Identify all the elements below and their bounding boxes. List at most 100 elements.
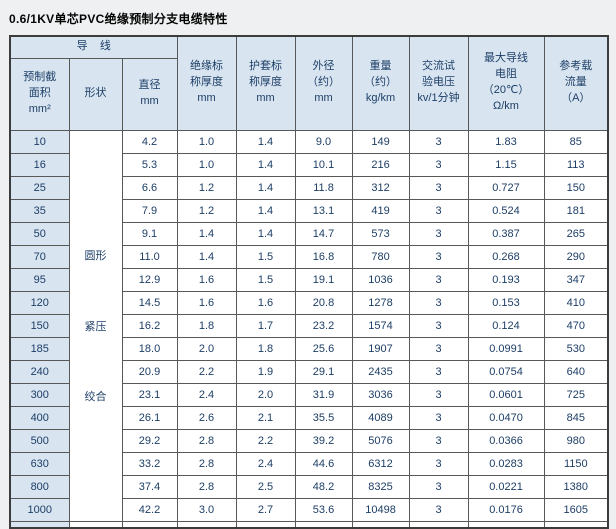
table-row: 185 18.0 2.0 1.8 25.6 1907 3 0.0991 530 (9, 336, 609, 361)
table-footer (9, 520, 609, 529)
table-row: 70 11.0 1.4 1.5 16.8 780 3 0.268 290 (9, 244, 609, 269)
value-cell: 18.0 (121, 336, 178, 361)
value-cell: 44.6 (294, 451, 353, 476)
col-header-diameter: 直径 mm (121, 57, 178, 131)
value-cell: 3 (408, 474, 469, 499)
header-line: 绝缘标 (190, 60, 224, 73)
header-line: （约） (364, 76, 398, 89)
value-cell: 470 (543, 313, 609, 338)
table-row: 800 37.4 2.8 2.5 48.2 8325 3 0.0221 1380 (9, 474, 609, 499)
value-cell: 35.5 (294, 405, 353, 430)
table-row: 150 16.2 1.8 1.7 23.2 1574 3 0.124 470 (9, 313, 609, 338)
value-cell: 23.1 (121, 382, 178, 407)
col-header-area: 预制截 面积 mm² (9, 57, 70, 131)
header-line: （A） (561, 92, 591, 105)
value-cell: 3 (408, 428, 469, 453)
value-cell: 0.268 (467, 244, 545, 269)
value-cell: 3 (408, 405, 469, 430)
table-body: 10 圆形 紧压 绞合 4.2 1.0 1.4 9.0 149 3 1.83 85 16 5.3 1.0 1.… (9, 129, 609, 522)
value-cell: 7.9 (121, 198, 178, 223)
col-header-ampacity: 参考载 流量 （A） (543, 35, 609, 131)
table-row: 400 26.1 2.6 2.1 35.5 4089 3 0.0470 845 (9, 405, 609, 430)
table-row: 1000 42.2 3.0 2.7 53.6 10498 3 0.0176 1605 (9, 497, 609, 522)
value-cell: 725 (543, 382, 609, 407)
footer-cell (9, 520, 70, 529)
value-cell: 25.6 (294, 336, 353, 361)
value-cell: 1380 (543, 474, 609, 499)
value-cell: 1.4 (235, 152, 296, 177)
footer-cell (543, 520, 609, 529)
value-cell: 410 (543, 290, 609, 315)
value-cell: 26.1 (121, 405, 178, 430)
value-cell: 0.0366 (467, 428, 545, 453)
table-header: 导 线 绝缘标 称厚度 mm 护套标 称厚度 mm 外径 （约） mm (9, 35, 609, 131)
value-cell: 3036 (351, 382, 410, 407)
value-cell: 14.5 (121, 290, 178, 315)
value-cell: 42.2 (121, 497, 178, 522)
value-cell: 3 (408, 497, 469, 522)
header-line: mm² (28, 102, 51, 115)
value-cell: 1.5 (235, 267, 296, 292)
footer-cell (68, 520, 123, 529)
value-cell: 3 (408, 152, 469, 177)
value-cell: 980 (543, 428, 609, 453)
shape-label: 圆形 (84, 250, 107, 263)
value-cell: 9.1 (121, 221, 178, 246)
col-header-weight: 重量 （约） kg/km (351, 35, 410, 131)
value-cell: 265 (543, 221, 609, 246)
value-cell: 1.6 (176, 267, 237, 292)
value-cell: 2.0 (235, 382, 296, 407)
value-cell: 1.0 (176, 152, 237, 177)
value-cell: 1278 (351, 290, 410, 315)
value-cell: 2.6 (176, 405, 237, 430)
value-cell: 1.2 (176, 198, 237, 223)
value-cell: 1.83 (467, 129, 545, 154)
value-cell: 150 (543, 175, 609, 200)
value-cell: 85 (543, 129, 609, 154)
footer-row (9, 520, 609, 529)
value-cell: 39.2 (294, 428, 353, 453)
value-cell: 29.2 (121, 428, 178, 453)
area-cell: 10 (9, 129, 70, 154)
value-cell: 1.4 (176, 221, 237, 246)
value-cell: 2.2 (235, 428, 296, 453)
value-cell: 216 (351, 152, 410, 177)
value-cell: 4089 (351, 405, 410, 430)
value-cell: 1.0 (176, 129, 237, 154)
value-cell: 37.4 (121, 474, 178, 499)
value-cell: 0.193 (467, 267, 545, 292)
value-cell: 312 (351, 175, 410, 200)
value-cell: 1574 (351, 313, 410, 338)
value-cell: 1.7 (235, 313, 296, 338)
value-cell: 10498 (351, 497, 410, 522)
value-cell: 11.8 (294, 175, 353, 200)
value-cell: 640 (543, 359, 609, 384)
value-cell: 2.4 (176, 382, 237, 407)
area-cell: 1000 (9, 497, 70, 522)
value-cell: 0.0991 (467, 336, 545, 361)
value-cell: 2.5 (235, 474, 296, 499)
shape-label: 紧压 (84, 320, 107, 333)
value-cell: 181 (543, 198, 609, 223)
footer-cell (176, 520, 237, 529)
shape-cell: 圆形 紧压 绞合 (68, 129, 123, 522)
value-cell: 31.9 (294, 382, 353, 407)
table-row: 240 20.9 2.2 1.9 29.1 2435 3 0.0754 640 (9, 359, 609, 384)
value-cell: 0.0221 (467, 474, 545, 499)
value-cell: 1.4 (235, 221, 296, 246)
value-cell: 3 (408, 244, 469, 269)
value-cell: 16.2 (121, 313, 178, 338)
value-cell: 149 (351, 129, 410, 154)
value-cell: 419 (351, 198, 410, 223)
table-row: 120 14.5 1.6 1.6 20.8 1278 3 0.153 410 (9, 290, 609, 315)
value-cell: 0.524 (467, 198, 545, 223)
header-line: 称厚度 (190, 76, 224, 89)
value-cell: 1.4 (176, 244, 237, 269)
value-cell: 530 (543, 336, 609, 361)
value-cell: 14.7 (294, 221, 353, 246)
value-cell: 2.4 (235, 451, 296, 476)
value-cell: 1.8 (176, 313, 237, 338)
header-line: mm (314, 92, 333, 105)
value-cell: 6.6 (121, 175, 178, 200)
value-cell: 347 (543, 267, 609, 292)
